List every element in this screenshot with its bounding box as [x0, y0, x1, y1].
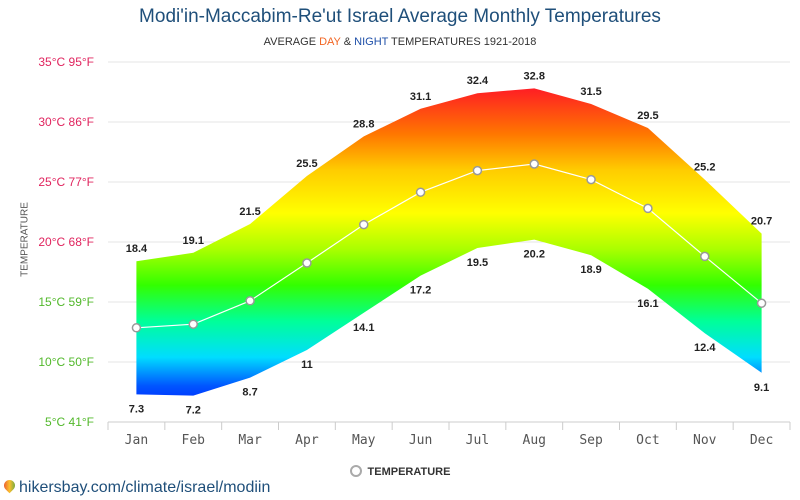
x-tick-label: Jan: [125, 433, 148, 448]
day-value-label: 32.8: [524, 70, 545, 82]
legend[interactable]: TEMPERATURE: [0, 465, 800, 478]
x-tick-label: Jul: [466, 433, 489, 448]
night-value-label: 19.5: [467, 257, 488, 269]
night-value-label: 7.2: [186, 405, 201, 417]
temperature-point[interactable]: [643, 203, 653, 214]
night-value-label: 16.1: [637, 298, 658, 310]
temperature-point[interactable]: [188, 319, 198, 329]
chart-subtitle: AVERAGE DAY & NIGHT TEMPERATURES 1921-20…: [0, 36, 800, 48]
legend-marker-icon: [349, 465, 362, 477]
temperature-point[interactable]: [700, 251, 710, 262]
x-tick-label: Apr: [295, 433, 319, 448]
temperature-point[interactable]: [131, 323, 142, 333]
subtitle-night: NIGHT: [354, 36, 389, 48]
subtitle-amp: &: [340, 36, 355, 48]
location-pin-icon: [1, 477, 18, 494]
x-tick-label: Sep: [579, 433, 603, 448]
x-tick-label: Nov: [693, 433, 717, 448]
temperature-line: [136, 163, 762, 329]
y-tick-label: 10°C 50°F: [38, 355, 94, 369]
day-value-label: 32.4: [467, 75, 489, 87]
night-value-label: 12.4: [694, 342, 716, 354]
chart-title: Modi'in-Maccabim-Re'ut Israel Average Mo…: [139, 6, 661, 27]
night-value-label: 20.2: [524, 249, 545, 261]
night-value-label: 14.1: [353, 322, 374, 334]
x-tick-label: Dec: [750, 433, 773, 448]
y-tick-label: 25°C 77°F: [38, 175, 94, 189]
temperature-point[interactable]: [586, 174, 596, 185]
day-value-label: 18.4: [126, 243, 148, 255]
night-value-label: 11: [301, 359, 313, 371]
x-tick-label: Mar: [238, 433, 262, 448]
day-value-label: 29.5: [637, 110, 658, 122]
night-value-label: 8.7: [242, 387, 257, 399]
y-tick-label: 5°C 41°F: [45, 415, 94, 429]
temperature-point[interactable]: [472, 165, 483, 176]
y-tick-label: 30°C 86°F: [38, 115, 94, 129]
temperature-point[interactable]: [302, 258, 312, 268]
subtitle-suffix: TEMPERATURES 1921-2018: [388, 36, 537, 48]
x-tick-label: Oct: [636, 433, 659, 448]
y-tick-label: 20°C 68°F: [38, 235, 94, 249]
day-value-label: 19.1: [183, 235, 204, 247]
day-value-label: 25.5: [296, 158, 317, 170]
day-value-label: 21.5: [239, 206, 260, 218]
source-link[interactable]: hikersbay.com/climate/israel/modiin: [1, 477, 271, 497]
temperature-point[interactable]: [756, 298, 767, 308]
x-tick-label: Feb: [182, 433, 206, 448]
night-value-label: 7.3: [129, 403, 144, 415]
night-value-label: 18.9: [580, 264, 601, 276]
x-tick-label: May: [352, 433, 376, 448]
subtitle-prefix: AVERAGE: [263, 36, 320, 48]
day-value-label: 28.8: [353, 118, 374, 130]
temperature-point[interactable]: [529, 159, 539, 169]
day-value-label: 31.1: [410, 91, 431, 103]
source-text: hikersbay.com/climate/israel/modiin: [19, 479, 271, 496]
y-axis-label: TEMPERATURE: [19, 202, 31, 277]
y-tick-label: 15°C 59°F: [38, 295, 94, 309]
night-value-label: 9.1: [754, 382, 769, 394]
subtitle-day: DAY: [319, 36, 341, 48]
temperature-point[interactable]: [415, 187, 426, 197]
y-tick-label: 35°C 95°F: [38, 55, 94, 69]
day-value-label: 25.2: [694, 162, 715, 174]
temperature-band: [136, 88, 762, 396]
day-value-label: 31.5: [580, 86, 601, 98]
legend-label: TEMPERATURE: [367, 466, 451, 478]
x-tick-label: Jun: [409, 433, 432, 448]
x-tick-label: Aug: [523, 433, 546, 448]
day-value-label: 20.7: [751, 216, 772, 228]
night-value-label: 17.2: [410, 285, 431, 297]
temperature-point[interactable]: [359, 219, 369, 230]
temperature-point[interactable]: [245, 296, 255, 306]
